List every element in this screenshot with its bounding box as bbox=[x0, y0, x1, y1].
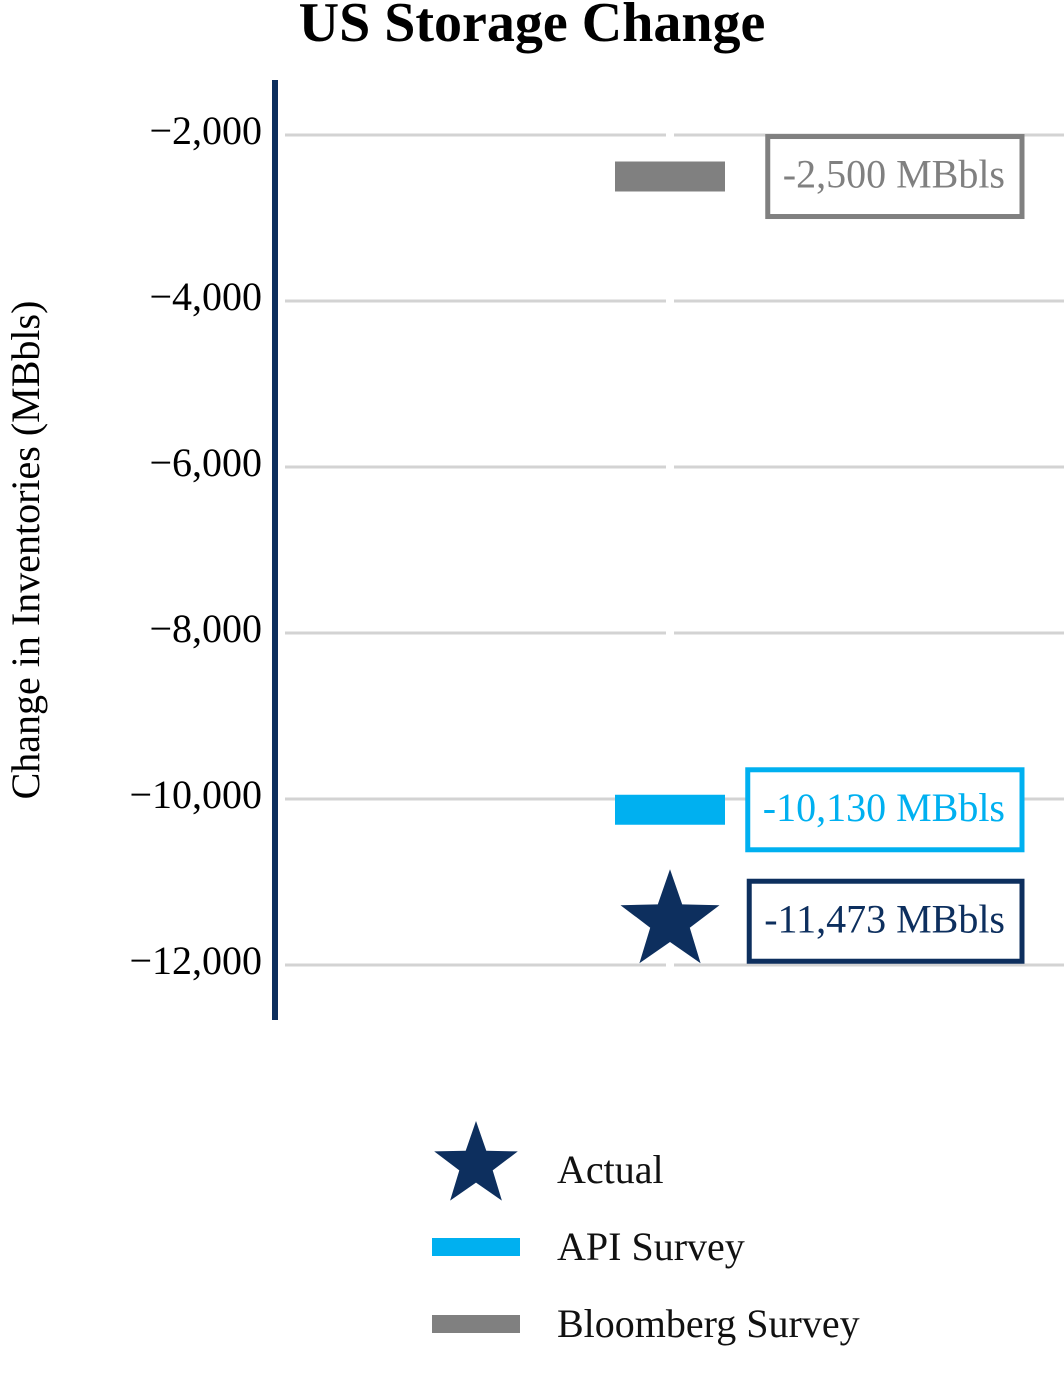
y-tick-label: −8,000 bbox=[149, 606, 262, 651]
value-label: -11,473 MBbls bbox=[764, 896, 1005, 941]
y-tick-label: −6,000 bbox=[149, 440, 262, 485]
star-marker bbox=[620, 869, 720, 964]
y-axis-label: Change in Inventories (MBbls) bbox=[3, 301, 48, 800]
y-tick-label: −10,000 bbox=[129, 772, 262, 817]
value-label-box bbox=[745, 767, 1025, 853]
value-label: -2,500 MBbls bbox=[783, 152, 1005, 197]
y-tick-label: −4,000 bbox=[149, 274, 262, 319]
legend-label: Bloomberg Survey bbox=[557, 1301, 860, 1346]
y-tick-label: −12,000 bbox=[129, 938, 262, 983]
y-tick-label: −2,000 bbox=[149, 108, 262, 153]
legend-label: Actual bbox=[557, 1147, 664, 1192]
chart-title: US Storage Change bbox=[299, 0, 766, 54]
legend-marker bbox=[434, 1121, 518, 1201]
value-label: -10,130 MBbls bbox=[763, 785, 1005, 830]
legend-label: API Survey bbox=[557, 1224, 745, 1269]
value-label-box bbox=[746, 878, 1025, 964]
value-label-box bbox=[765, 134, 1025, 220]
